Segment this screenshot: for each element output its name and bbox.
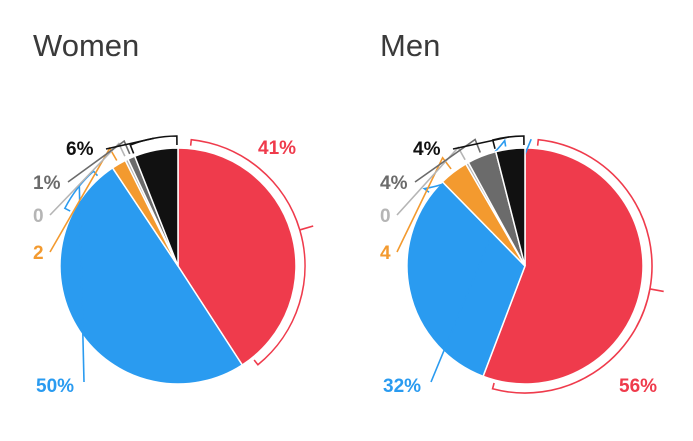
slice-annotation-0 <box>189 138 314 366</box>
slice-label-4: 4% <box>380 173 408 194</box>
slice-label-5: 6% <box>66 139 94 160</box>
slice-label-2: 2 <box>33 243 44 264</box>
slice-label-1: 32% <box>383 376 421 397</box>
slice-label-0: 41% <box>258 138 296 159</box>
women-pie-chart: Women 41% 50% 2 0 1% 6% <box>0 0 346 441</box>
chart-title-men: Men <box>380 28 441 63</box>
slice-annotation-0 <box>491 138 664 394</box>
slice-annotation-4 <box>67 139 131 183</box>
slice-annotation-5 <box>105 135 178 154</box>
slice-label-0: 56% <box>619 376 657 397</box>
men-pie-chart: Men 56% 32% 4 0 4% 4% <box>347 0 693 441</box>
slice-label-1: 50% <box>36 376 74 397</box>
slice-label-3: 0 <box>33 206 44 227</box>
slice-annotation-4 <box>414 138 482 183</box>
slice-annotation-2 <box>396 156 452 253</box>
pie-slice-5 <box>133 147 179 267</box>
slice-label-3: 0 <box>380 206 391 227</box>
slice-annotation-5 <box>452 135 525 150</box>
slice-label-5: 4% <box>413 139 441 160</box>
pie-slice-1 <box>406 180 526 378</box>
women-pie-svg: 41% 50% 2 0 1%6% <box>33 135 314 397</box>
slice-annotation-3 <box>49 142 126 216</box>
slice-label-4: 1% <box>33 173 61 194</box>
slice-label-2: 4 <box>380 243 391 264</box>
men-pie-svg: 56% 32% 4 0 4%4% <box>380 135 664 397</box>
pie-slice-5 <box>494 147 526 267</box>
slice-annotation-1 <box>63 170 99 383</box>
pie-slice-0 <box>482 147 644 385</box>
chart-title-women: Women <box>33 28 140 63</box>
